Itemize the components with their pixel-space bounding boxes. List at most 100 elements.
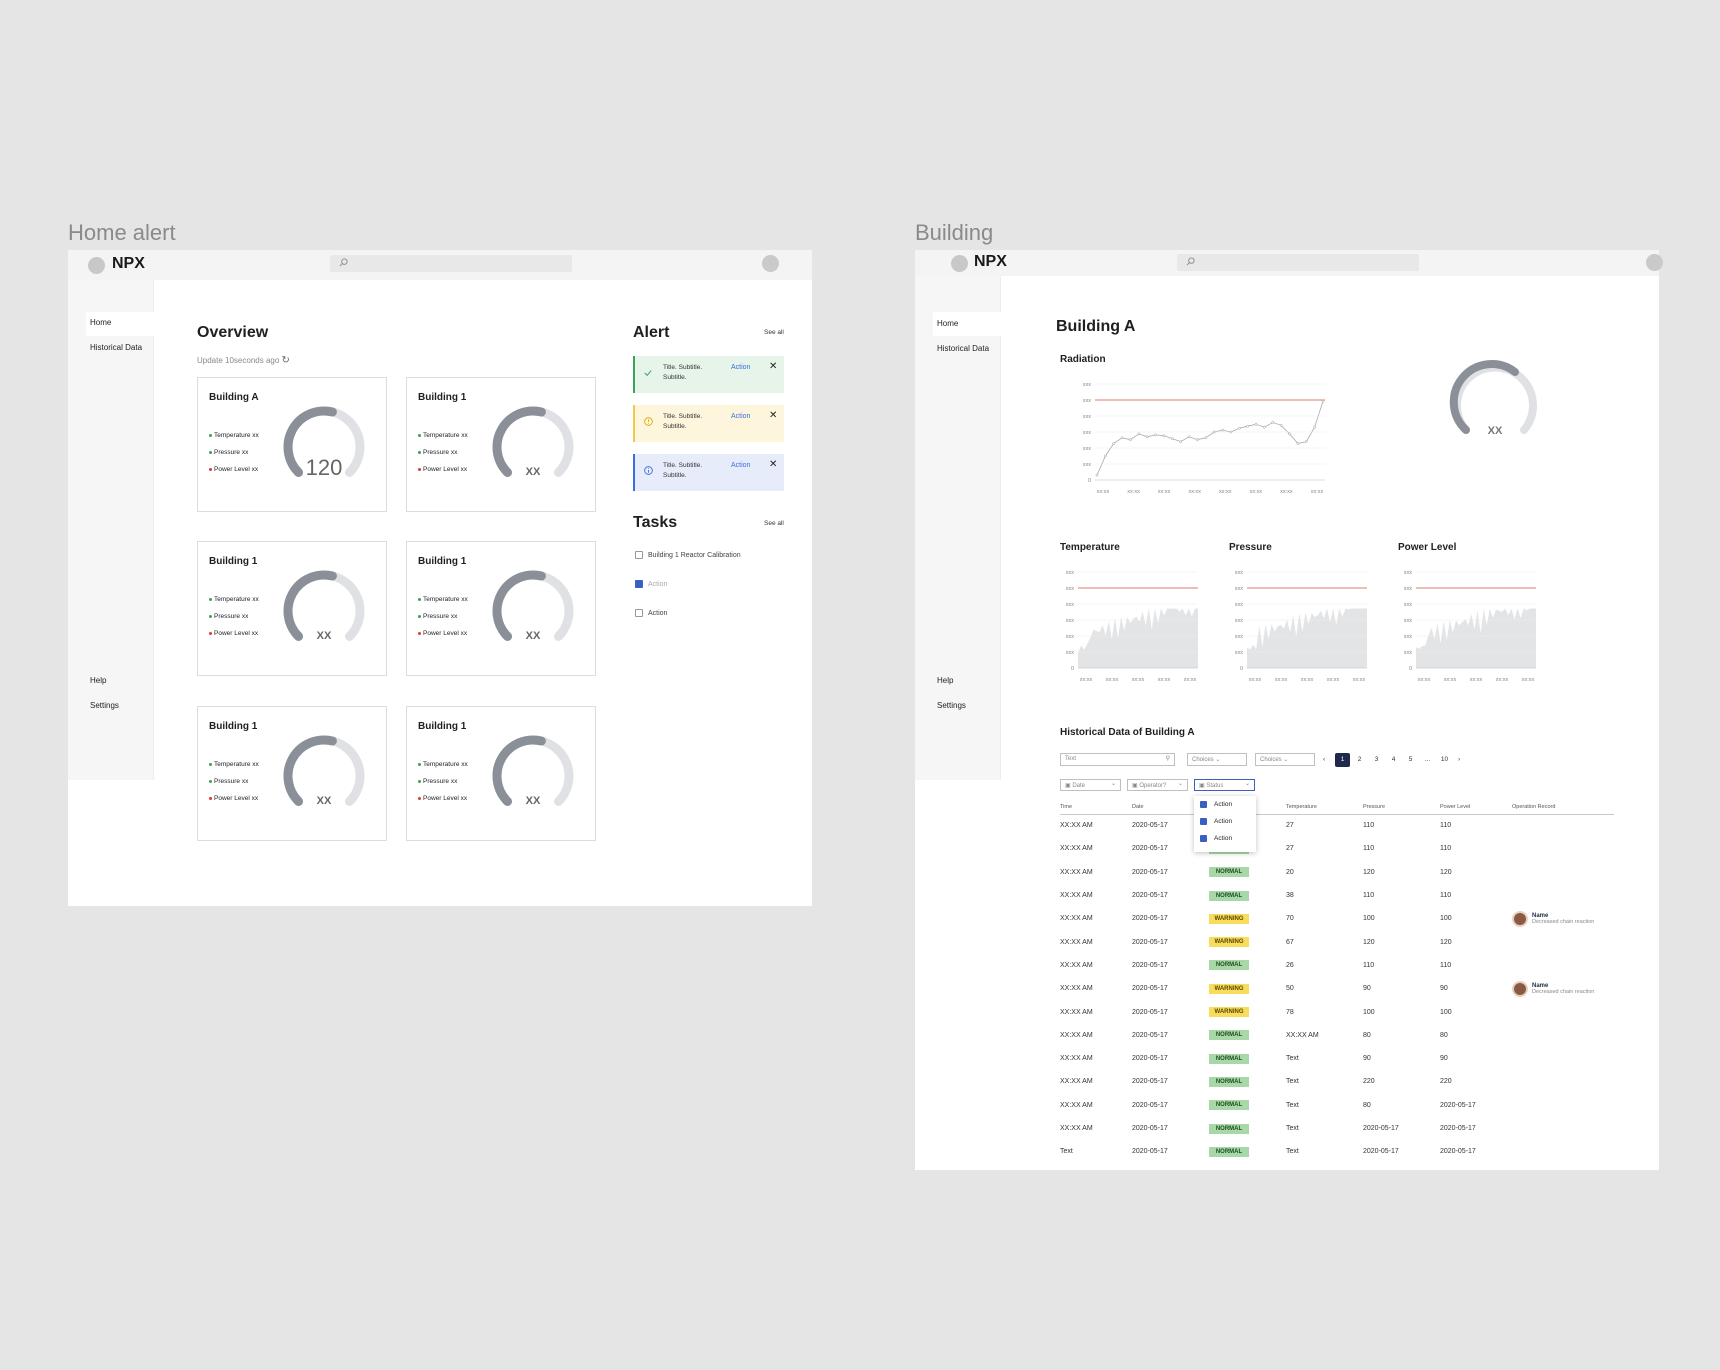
status-option-label: Action: [1214, 818, 1233, 825]
task-item[interactable]: Building 1 Reactor Calibration: [635, 551, 741, 559]
alert-action-link[interactable]: Action: [731, 413, 751, 420]
building-card[interactable]: Building 1 Temperature xx Pressure xx Power…: [197, 706, 387, 841]
page-button[interactable]: 1: [1335, 753, 1350, 767]
table-cell: 2020-05-17: [1440, 1101, 1476, 1109]
building-card[interactable]: Building 1 Temperature xx Pressure xx Power…: [406, 706, 596, 841]
building-card[interactable]: Building A Temperature xx Pressure xx Power…: [197, 377, 387, 512]
building-card[interactable]: Building 1 Temperature xx Pressure xx Power…: [406, 377, 596, 512]
table-row[interactable]: XX:XX AM 2020-05-17 NORMAL Text 220 220: [1060, 1070, 1614, 1093]
page-button[interactable]: 3: [1374, 756, 1379, 763]
status-option-label: Action: [1214, 801, 1233, 808]
table-row[interactable]: XX:XX AM 2020-05-17 WARNING 67 120 120: [1060, 930, 1614, 953]
status-option[interactable]: Action: [1194, 813, 1256, 830]
area-series: [1078, 608, 1198, 668]
column-header[interactable]: Pressure: [1363, 801, 1440, 815]
column-header[interactable]: Time: [1060, 801, 1132, 815]
building-card[interactable]: Building 1 Temperature xx Pressure xx Power…: [406, 541, 596, 676]
status-option[interactable]: Action: [1194, 830, 1256, 847]
column-header[interactable]: Operation Record: [1512, 801, 1614, 815]
page-button[interactable]: 10: [1440, 756, 1449, 763]
sidebar-item-help[interactable]: Help: [937, 676, 954, 685]
task-checkbox[interactable]: [635, 551, 643, 559]
close-icon[interactable]: ✕: [769, 459, 778, 470]
alert-action-link[interactable]: Action: [731, 364, 751, 371]
logo[interactable]: NPX: [112, 255, 145, 272]
sidebar-item-settings[interactable]: Settings: [90, 701, 119, 710]
sidebar-item-historical-data[interactable]: Historical Data: [90, 343, 143, 352]
status-dot-icon: [418, 597, 421, 601]
operation-record-cell: [1512, 884, 1614, 907]
table-row[interactable]: XX:XX AM 2020-05-17 WARNING 78 100 100: [1060, 1000, 1614, 1023]
building-card[interactable]: Building 1 Temperature xx Pressure xx Power…: [197, 541, 387, 676]
alert-see-all-link[interactable]: See all: [764, 329, 784, 336]
close-icon[interactable]: ✕: [769, 361, 778, 372]
column-header[interactable]: Date: [1132, 801, 1209, 815]
table-row[interactable]: XX:XX AM 2020-05-17 NORMAL 20 120 120: [1060, 861, 1614, 884]
task-item[interactable]: Action: [635, 609, 667, 617]
table-header-row: Time Date Temperature Pressure Power Level Op…: [1060, 801, 1614, 815]
table-row[interactable]: Text 2020-05-17 NORMAL Text 2020-05-17 2020-0…: [1060, 1140, 1614, 1163]
table-cell: 67: [1286, 938, 1294, 946]
alert-text: Title. Subtitle. Subtitle.: [663, 413, 703, 430]
filter-select[interactable]: ▣ Status ⌄: [1194, 779, 1255, 791]
table-row[interactable]: XX:XX AM 2020-05-17 WARNING 70 100 100 Name Dec…: [1060, 907, 1614, 930]
task-checkbox[interactable]: [635, 609, 643, 617]
column-header[interactable]: Temperature: [1286, 801, 1363, 815]
table-cell: 100: [1363, 915, 1375, 923]
page-button[interactable]: 5: [1408, 756, 1413, 763]
x-tick-label: xx:xx: [1353, 677, 1366, 683]
alert-action-link[interactable]: Action: [731, 462, 751, 469]
sidebar-item-historical-data[interactable]: Historical Data: [937, 344, 990, 353]
status-option[interactable]: Action: [1194, 796, 1256, 813]
search-input[interactable]: [1177, 254, 1419, 271]
status-dropdown[interactable]: Action Action Action: [1194, 796, 1256, 852]
table-row[interactable]: XX:XX AM 2020-05-17 NORMAL Text 80 2020-05-17: [1060, 1094, 1614, 1117]
task-item[interactable]: Action: [635, 580, 667, 588]
sidebar-item-settings[interactable]: Settings: [937, 701, 966, 710]
table-cell: Text: [1060, 1148, 1073, 1156]
operator-avatar[interactable]: [1512, 980, 1528, 997]
chevron-right-icon[interactable]: ›: [1458, 756, 1461, 763]
close-icon[interactable]: ✕: [769, 410, 778, 421]
task-checkbox[interactable]: [635, 580, 643, 588]
page-button[interactable]: 4: [1391, 756, 1396, 763]
mini-chart: xxx xxx xxx xxx xxx xxx 0 xx:xx xx:xx xx:xx xx:xx x…: [1404, 570, 1536, 683]
table-row[interactable]: XX:XX AM 2020-05-17 WARNING 50 90 90 Name Decre…: [1060, 977, 1614, 1000]
table-row[interactable]: XX:XX AM 2020-05-17 NORMAL Text 2020-05-17 20…: [1060, 1117, 1614, 1140]
sidebar-item-home[interactable]: Home: [937, 319, 959, 328]
filter-select[interactable]: ▣ Date ⌄: [1060, 779, 1121, 791]
logo[interactable]: NPX: [974, 253, 1007, 270]
metric-list: Temperature xx Pressure xx Power Level xx: [418, 432, 468, 483]
table-row[interactable]: XX:XX AM 2020-05-17 NORMAL 26 110 110: [1060, 954, 1614, 977]
building-card-title: Building 1: [209, 721, 258, 732]
refresh-icon[interactable]: ↻: [281, 355, 290, 366]
y-tick-label: xxx: [1235, 586, 1244, 592]
avatar[interactable]: [1646, 254, 1663, 271]
sidebar-item-help[interactable]: Help: [90, 676, 107, 685]
avatar[interactable]: [762, 255, 779, 272]
table-row[interactable]: XX:XX AM 2020-05-17 NORMAL Text 90 90: [1060, 1047, 1614, 1070]
search-input[interactable]: [330, 255, 572, 272]
y-tick-label: xxx: [1083, 414, 1092, 420]
column-header[interactable]: Power Level: [1440, 801, 1512, 815]
y-tick-label: xxx: [1404, 634, 1413, 640]
choices-select-2[interactable]: Choices ⌄: [1255, 753, 1315, 766]
table-cell: 50: [1286, 985, 1294, 993]
status-dot-icon: [418, 779, 421, 783]
tasks-see-all-link[interactable]: See all: [764, 520, 784, 527]
table-cell: 220: [1440, 1078, 1452, 1086]
table-row[interactable]: XX:XX AM 2020-05-17 NORMAL 38 110 110: [1060, 884, 1614, 907]
status-badge: WARNING: [1209, 983, 1249, 994]
choices-select-1[interactable]: Choices ⌄: [1187, 753, 1247, 766]
sidebar-item-home[interactable]: Home: [90, 318, 112, 327]
page-button[interactable]: 2: [1357, 756, 1362, 763]
table-search-input[interactable]: Text ⚲: [1060, 753, 1175, 766]
table-row[interactable]: XX:XX AM 2020-05-17 NORMAL XX:XX AM 80 80: [1060, 1024, 1614, 1047]
chevron-left-icon[interactable]: ‹: [1323, 756, 1326, 763]
filter-select[interactable]: ▣ Operator? ⌄: [1127, 779, 1188, 791]
operator-avatar[interactable]: [1512, 910, 1528, 927]
page-button[interactable]: ...: [1424, 756, 1431, 763]
table-cell: 100: [1440, 915, 1452, 923]
